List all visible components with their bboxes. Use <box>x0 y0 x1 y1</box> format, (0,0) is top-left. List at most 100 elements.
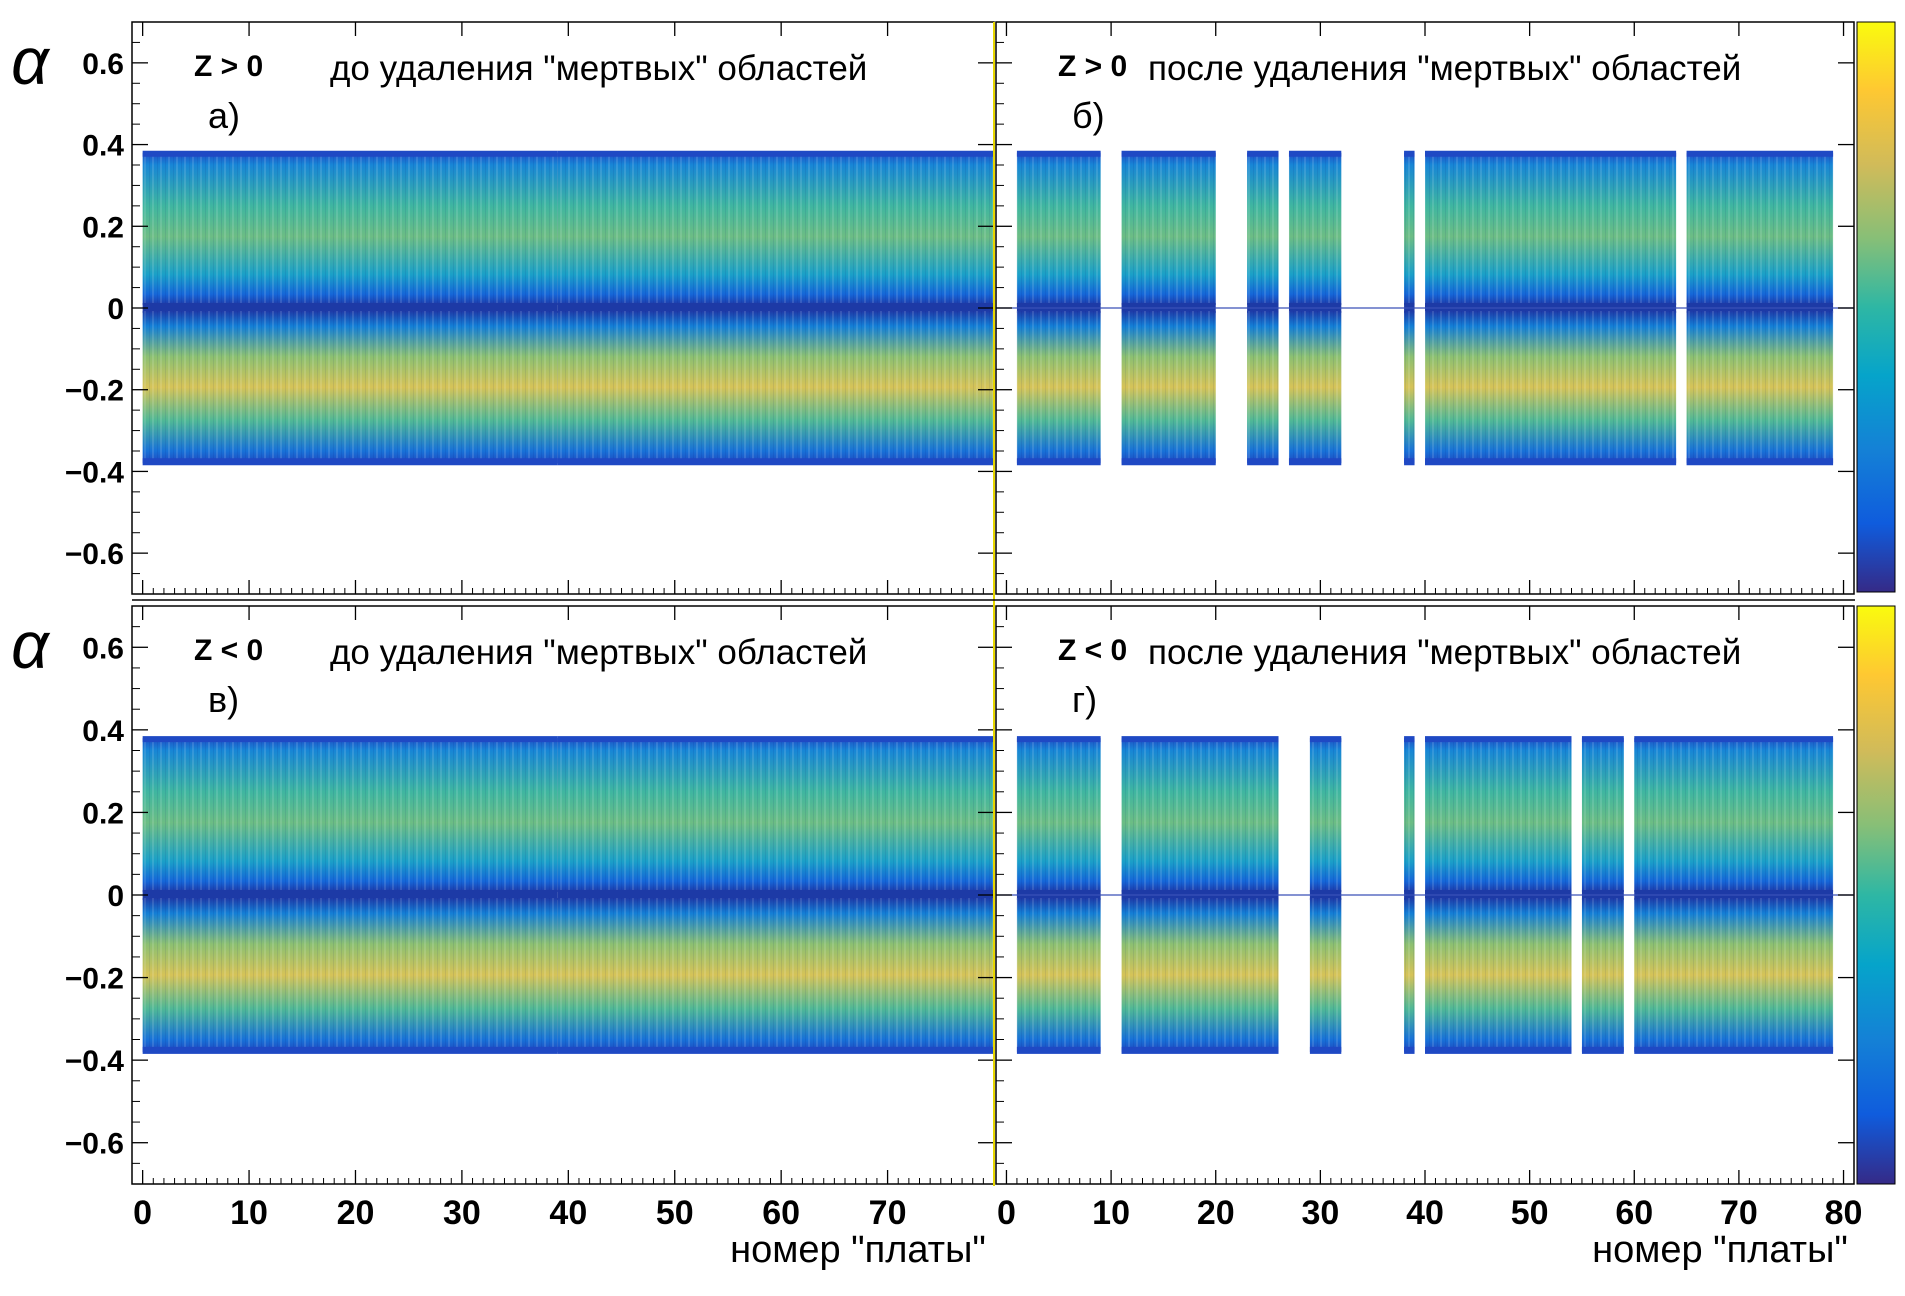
heatmap-top-edge <box>557 736 994 743</box>
y-tick-label: −0.4 <box>65 1045 125 1078</box>
x-tick-label: 0 <box>133 1194 152 1232</box>
colorbar-lower <box>1856 605 1896 1185</box>
heatmap-block-upper-texture <box>1121 738 1279 892</box>
heatmap-top-edge <box>1121 150 1216 157</box>
heatmap-top-edge <box>1247 150 1279 157</box>
heatmap-top-edge <box>1288 150 1342 157</box>
heatmap-top-edge <box>142 150 558 157</box>
heatmap-block-lower-texture <box>1121 898 1279 1052</box>
heatmap-block-upper-texture <box>1309 738 1342 892</box>
heatmap-panel-g: 0 10 20 30 40 50 60 70 80 Z < 0 после удаления "ме… <box>995 605 1863 1232</box>
heatmap-block-upper-texture <box>1288 152 1342 305</box>
heatmap-bottom-edge <box>1581 1046 1624 1054</box>
y-tick-label: 0.6 <box>82 632 124 665</box>
x-tick-label: 80 <box>1825 1194 1863 1232</box>
heatmap-bottom-edge <box>1288 458 1342 466</box>
heatmap-top-edge <box>1016 150 1101 157</box>
panel-corner-label: Z < 0 <box>1058 634 1127 667</box>
panel-corner-label: Z > 0 <box>194 50 263 83</box>
heatmap-top-edge <box>1121 736 1279 743</box>
panel-corner-label: Z < 0 <box>194 634 263 667</box>
heatmap-block-upper-texture <box>1404 738 1415 892</box>
heatmap-bottom-edge <box>1121 1046 1279 1054</box>
heatmap-block-lower-texture <box>1634 898 1834 1052</box>
heatmap-bottom-edge <box>1634 1046 1834 1054</box>
panel-letter: а) <box>208 95 240 136</box>
heatmap-bottom-edge <box>142 458 558 466</box>
heatmap-bottom-edge <box>557 1046 994 1054</box>
y-tick-label: 0.6 <box>82 48 124 81</box>
y-tick-label: −0.4 <box>65 456 125 489</box>
panel-letter: г) <box>1072 679 1097 720</box>
heatmap-top-edge <box>1404 736 1415 743</box>
x-tick-label: 70 <box>869 1194 907 1232</box>
heatmap-block-upper-texture <box>142 738 558 892</box>
y-tick-label: 0 <box>107 880 124 913</box>
heatmap-block-upper-texture <box>557 152 994 305</box>
x-tick-label: 60 <box>1615 1194 1653 1232</box>
panel-title: после удаления "мертвых" областей <box>1148 49 1741 88</box>
heatmap-block-lower-texture <box>557 898 994 1052</box>
heatmap-bottom-edge <box>1425 458 1677 466</box>
heatmap-bottom-edge <box>1309 1046 1342 1054</box>
heatmap-block-lower-texture <box>1404 311 1415 464</box>
heatmap-block-lower-texture <box>1309 898 1342 1052</box>
heatmap-block-upper-texture <box>1247 152 1279 305</box>
heatmap-block-upper-texture <box>1016 152 1101 305</box>
heatmap-top-edge <box>557 150 994 157</box>
x-tick-label: 50 <box>1511 1194 1549 1232</box>
heatmap-bottom-edge <box>1016 1046 1101 1054</box>
heatmap-zero-band <box>557 890 994 900</box>
heatmap-top-edge <box>1581 736 1624 743</box>
panels: 0.6 0.4 0.2 0 −0.2 −0.4 −0.6 α Z > 0 до удаления … <box>11 21 1863 1232</box>
heatmap-top-edge <box>1404 150 1415 157</box>
heatmap-panel-b: Z > 0 после удаления "мертвых" областей б) <box>995 21 1855 595</box>
panel-corner-label: Z > 0 <box>1058 50 1127 83</box>
heatmap-block-lower-texture <box>1425 311 1677 464</box>
heatmap-zero-band <box>142 890 558 900</box>
heatmap-bottom-edge <box>1121 458 1216 466</box>
heatmap-bottom-edge <box>1016 458 1101 466</box>
x-tick-label: 0 <box>997 1194 1016 1232</box>
colorbar-upper <box>1856 21 1896 593</box>
heatmap-block-lower-texture <box>1686 311 1834 464</box>
colorbar <box>1856 21 1896 1185</box>
x-tick-label: 30 <box>443 1194 481 1232</box>
heatmap-block-upper-texture <box>1581 738 1624 892</box>
y-tick-label: 0.4 <box>82 130 124 163</box>
heatmap-zero-band <box>142 303 558 313</box>
heatmap-bottom-edge <box>1247 458 1279 466</box>
y-tick-label: 0.4 <box>82 715 124 748</box>
x-tick-label: 40 <box>549 1194 587 1232</box>
y-tick-label: −0.6 <box>65 538 124 571</box>
heatmap-block-lower-texture <box>1425 898 1572 1052</box>
heatmap-block-lower-texture <box>1288 311 1342 464</box>
heatmap-block-upper-texture <box>1404 152 1415 305</box>
x-tick-label: 20 <box>337 1194 375 1232</box>
y-tick-label: −0.2 <box>65 963 124 996</box>
panel-letter: б) <box>1072 95 1105 136</box>
x-axis-label-left: номер "платы" <box>730 1229 986 1271</box>
heatmap-panel-a: 0.6 0.4 0.2 0 −0.2 −0.4 −0.6 α Z > 0 до удаления … <box>11 21 995 595</box>
heatmap-top-edge <box>1016 736 1101 743</box>
heatmap-bottom-edge <box>1404 1046 1415 1054</box>
heatmap-block-upper-texture <box>1425 738 1572 892</box>
heatmap-block-lower-texture <box>1016 311 1101 464</box>
heatmap-top-edge <box>1425 150 1677 157</box>
heatmap-top-edge <box>1425 736 1572 743</box>
x-tick-label: 60 <box>762 1194 800 1232</box>
y-axis-symbol: α <box>11 24 51 98</box>
heatmap-panel-v: 0 10 20 30 40 50 60 70 0.6 0.4 0.2 0 −0.2 −0.4 −0.6 α Z … <box>11 605 995 1232</box>
heatmap-top-edge <box>1634 736 1834 743</box>
x-tick-label: 30 <box>1301 1194 1339 1232</box>
x-tick-label: 70 <box>1720 1194 1758 1232</box>
heatmap-bottom-edge <box>1404 458 1415 466</box>
heatmap-block-lower-texture <box>142 898 558 1052</box>
heatmap-bottom-edge <box>1425 1046 1572 1054</box>
heatmap-top-edge <box>1686 150 1834 157</box>
heatmap-block-lower-texture <box>557 311 994 464</box>
x-tick-label: 50 <box>656 1194 694 1232</box>
y-tick-label: −0.6 <box>65 1128 124 1161</box>
heatmap-bottom-edge <box>1686 458 1834 466</box>
